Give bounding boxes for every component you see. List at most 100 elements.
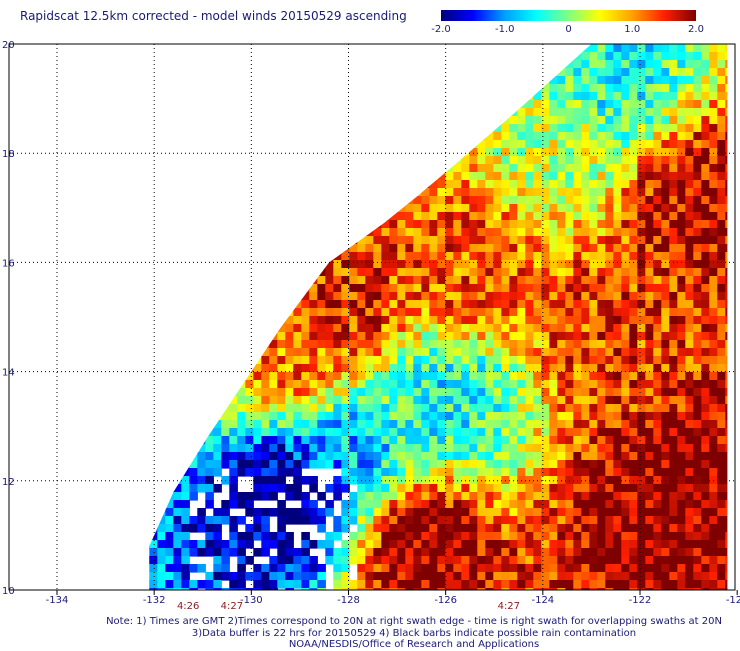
field-cell — [141, 68, 150, 77]
field-cell — [693, 116, 702, 125]
field-cell — [621, 244, 630, 253]
field-cell — [613, 388, 622, 397]
field-cell — [373, 276, 382, 285]
field-cell — [501, 44, 510, 53]
field-cell — [437, 324, 446, 333]
field-cell — [277, 204, 286, 213]
field-cell — [317, 420, 326, 429]
field-cell — [517, 132, 526, 141]
field-cell — [733, 444, 740, 453]
field-cell — [389, 556, 398, 565]
field-cell — [557, 556, 566, 565]
field-cell — [213, 412, 222, 421]
field-cell — [733, 364, 740, 373]
field-cell — [437, 428, 446, 437]
field-cell — [445, 228, 454, 237]
field-cell — [197, 284, 206, 293]
field-cell — [613, 148, 622, 157]
field-cell — [357, 252, 366, 261]
field-cell — [669, 532, 678, 541]
field-cell — [461, 436, 470, 445]
field-cell — [709, 204, 718, 213]
field-cell — [301, 188, 310, 197]
field-cell — [325, 452, 334, 461]
field-cell — [733, 100, 740, 109]
field-cell — [381, 524, 390, 533]
field-cell — [213, 108, 222, 117]
field-cell — [429, 516, 438, 525]
field-cell — [677, 420, 686, 429]
field-cell — [277, 172, 286, 181]
field-cell — [677, 52, 686, 61]
field-cell — [701, 340, 710, 349]
field-cell — [237, 196, 246, 205]
field-cell — [205, 532, 214, 541]
field-cell — [381, 124, 390, 133]
field-cell — [501, 468, 510, 477]
field-cell — [469, 548, 478, 557]
field-cell — [237, 116, 246, 125]
field-cell — [613, 508, 622, 517]
field-cell — [493, 556, 502, 565]
field-cell — [381, 68, 390, 77]
field-cell — [653, 252, 662, 261]
field-cell — [261, 516, 270, 525]
field-cell — [501, 268, 510, 277]
field-cell — [453, 580, 462, 589]
field-cell — [173, 196, 182, 205]
field-cell — [461, 236, 470, 245]
field-cell — [461, 100, 470, 109]
field-cell — [269, 324, 278, 333]
field-cell — [421, 548, 430, 557]
field-cell — [173, 260, 182, 269]
field-cell — [725, 380, 734, 389]
field-cell — [293, 548, 302, 557]
field-cell — [589, 236, 598, 245]
field-cell — [373, 60, 382, 69]
field-cell — [557, 172, 566, 181]
field-cell — [661, 380, 670, 389]
field-cell — [613, 172, 622, 181]
field-cell — [701, 76, 710, 85]
field-cell — [709, 220, 718, 229]
field-cell — [477, 204, 486, 213]
field-cell — [669, 444, 678, 453]
field-cell — [653, 156, 662, 165]
field-cell — [245, 508, 254, 517]
field-cell — [565, 44, 574, 53]
field-cell — [453, 404, 462, 413]
field-cell — [253, 516, 262, 525]
field-cell — [365, 196, 374, 205]
field-cell — [149, 548, 158, 557]
field-cell — [445, 492, 454, 501]
field-cell — [141, 404, 150, 413]
field-cell — [333, 348, 342, 357]
field-cell — [677, 308, 686, 317]
field-cell — [597, 452, 606, 461]
field-cell — [205, 100, 214, 109]
field-cell — [165, 268, 174, 277]
field-cell — [717, 412, 726, 421]
field-cell — [237, 60, 246, 69]
field-cell — [421, 316, 430, 325]
field-cell — [693, 356, 702, 365]
field-cell — [237, 308, 246, 317]
field-cell — [709, 292, 718, 301]
field-cell — [437, 420, 446, 429]
field-cell — [733, 548, 740, 557]
field-cell — [293, 172, 302, 181]
field-cell — [237, 316, 246, 325]
field-cell — [237, 444, 246, 453]
field-cell — [389, 452, 398, 461]
field-cell — [717, 508, 726, 517]
field-cell — [693, 420, 702, 429]
field-cell — [181, 348, 190, 357]
field-cell — [261, 292, 270, 301]
field-cell — [325, 188, 334, 197]
field-cell — [725, 356, 734, 365]
field-cell — [517, 548, 526, 557]
field-cell — [173, 124, 182, 133]
field-cell — [277, 236, 286, 245]
field-cell — [653, 44, 662, 53]
field-cell — [413, 108, 422, 117]
